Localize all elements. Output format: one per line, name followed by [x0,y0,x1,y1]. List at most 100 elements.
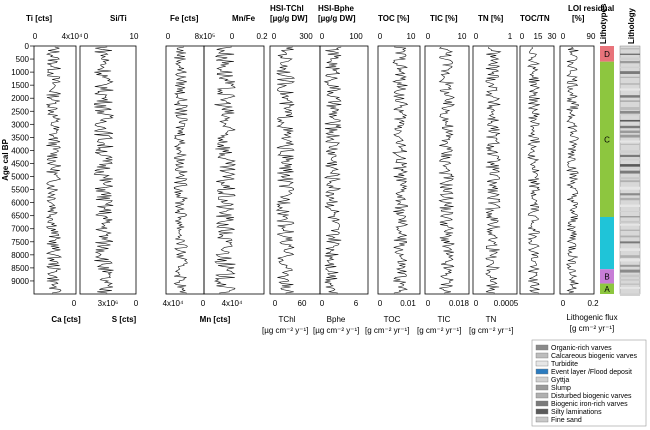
legend-label: Turbidite [551,361,578,368]
y-tick-label: 2000 [11,94,29,103]
lithology-band [620,167,640,169]
lithology-band [620,53,640,55]
flux-unit-bphe: [µg cm⁻² y⁻¹] [313,326,359,335]
lithology-band [620,154,640,158]
legend-swatch [535,360,549,367]
signal-trace [565,46,579,294]
bottom-tick-siti-1: 3x10⁶ [98,299,119,308]
top-tick-toc-0: 0 [378,32,383,41]
header-siti: Si/Ti [110,14,127,23]
lithotype-zone-label: C [604,135,610,144]
header-tn: TN [%] [478,14,504,23]
lithology-band [620,293,640,296]
top-tick-tchl-1: 300 [299,32,313,41]
lithology-band [620,278,640,281]
bottom-tick-tn-1: 0.0005 [494,299,519,308]
panel-frame [269,45,321,295]
panel-frame [519,45,555,295]
bottom-label-s: S [cts] [112,315,137,324]
legend-label: Event layer /Flood deposit [551,369,632,376]
lithology-band [620,283,640,285]
lithology-band [620,264,640,267]
lithology-column [619,45,641,296]
lithology-band [620,110,640,114]
y-tick-label: 3000 [11,120,29,129]
lithology-band [620,269,640,273]
lithology-band [620,210,640,213]
signal-trace [485,46,502,294]
bottom-tick-tchl-1: 60 [298,299,307,308]
flux-unit-tchl: [µg cm⁻² y⁻¹] [262,326,308,335]
lithology-band [620,143,640,146]
panel-frame [559,45,595,295]
lithology-band [620,134,640,138]
top-tick-loi-1: 90 [587,32,596,41]
panel-frame [377,45,421,295]
y-tick-label: 5500 [11,186,29,195]
signal-trace [438,46,455,294]
header-tic: TIC [%] [430,14,458,23]
signal-trace [392,46,409,294]
signal-trace [173,46,188,294]
y-tick-label: 9000 [11,277,29,286]
lithology-band [620,235,640,238]
lithology-band [620,220,640,223]
lithology-band [620,95,640,98]
lithotype-zone [600,216,614,270]
lithology-band [620,241,640,244]
header-toctn: TOC/TN [520,14,550,23]
top-tick-tic-0: 0 [426,32,431,41]
signal-trace [214,46,236,294]
y-tick-label: 6000 [11,199,29,208]
bottom-tick-loi-0: 0 [561,299,566,308]
bottom-tick-s-0: 0 [134,299,139,308]
legend-label: Biogenic iron-rich varves [551,401,628,408]
proxy-panels [33,45,595,295]
header-toc: TOC [%] [378,14,410,23]
legend-label: Fine sand [551,417,582,424]
top-tick-mnfe-1: 0.2 [256,32,268,41]
header-mnfe: Mn/Fe [232,14,256,23]
bottom-tick-bphe-0: 0 [320,299,325,308]
legend-swatch [535,416,549,423]
legend-swatch [535,392,549,399]
header-tchl-unit: [µg/g DW] [270,14,308,23]
y-axis: Age cal BP 0 500 1000 1500 2000 2500 3000 3500 4… [1,42,34,286]
top-tick-loi-0: 0 [561,32,566,41]
lithotype-zone-label: D [604,50,610,59]
lithology-band [620,119,640,122]
panel-headers: Ti [cts] Si/Ti Fe [cts] Mn/Fe HSI-TChl [… [26,3,636,44]
lithotypes-column: D C BA [600,46,614,294]
legend-label: Gyttja [551,377,569,384]
top-tick-tchl-0: 0 [272,32,277,41]
lithotype-zone [600,269,614,284]
lithotype-zone-label: A [604,285,610,294]
bottom-label-tn: TN [486,315,497,324]
panel-tchl [269,45,321,295]
legend-swatch [535,344,549,351]
lithology-band [620,71,640,74]
bottom-tick-tn-0: 0 [474,299,479,308]
legend-label: Organic-rich varves [551,345,612,352]
bottom-tick-s-1: 4x10⁴ [163,299,184,308]
bottom-tick-labels: 0 3x10⁶ 0 4x10⁴ 0 4x10⁴ 0 60 0 6 0 0.01 … [72,299,599,308]
panel-ti [33,45,77,295]
legend-swatch [535,400,549,407]
panel-fe [165,45,205,295]
panel-frame [203,45,265,295]
legend-label: Slump [551,385,571,392]
lithotype-zone [600,46,614,62]
header-loi-unit: [%] [572,14,585,23]
y-tick-label: 500 [16,55,30,64]
lithology-band [620,186,640,190]
bottom-label-tchl: TChl [279,315,296,324]
y-tick-label: 0 [25,42,30,51]
legend-label: Calcareous biogenic varves [551,353,637,360]
panel-frame [33,45,77,295]
panel-frame [424,45,470,295]
panel-frame [165,45,205,295]
lithology-band [620,150,640,154]
lithology-band [620,164,640,167]
bottom-tick-loi-1: 0.2 [587,299,599,308]
